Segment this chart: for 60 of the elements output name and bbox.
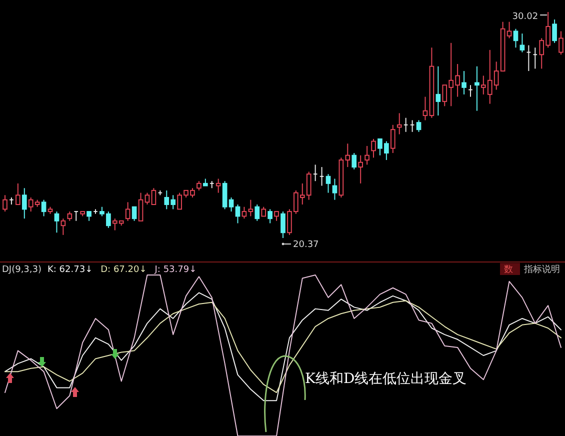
- candlestick: [326, 174, 331, 194]
- annotation: K: 62.73↓: [48, 265, 93, 275]
- candlestick: [216, 178, 221, 194]
- candlestick: [274, 211, 279, 222]
- candlestick: [22, 188, 27, 220]
- candlestick: [403, 117, 408, 132]
- candlestick: [506, 21, 512, 39]
- candlestick: [54, 211, 60, 234]
- candlestick: [60, 218, 66, 236]
- candlestick: [513, 28, 518, 48]
- annotation: D: 67.20↓: [100, 265, 147, 275]
- annotation: 指标说明: [523, 264, 560, 275]
- candlestick: [261, 206, 266, 217]
- annotation: 数: [504, 264, 513, 275]
- candlestick: [125, 202, 130, 222]
- candlestick: [16, 182, 20, 206]
- candlestick: [132, 206, 137, 222]
- candlestick: [86, 211, 92, 222]
- candlestick: [242, 206, 247, 220]
- candlestick: [422, 96, 428, 121]
- candlestick: [74, 211, 79, 222]
- candlestick: [462, 70, 466, 95]
- candlestick: [552, 18, 557, 44]
- candlestick: [268, 208, 272, 224]
- candlestick: [312, 164, 318, 182]
- annotation: 30.02: [512, 12, 538, 22]
- candlestick: [558, 30, 564, 56]
- candlestick: [364, 145, 370, 166]
- candlestick: [371, 138, 376, 158]
- candlestick: [474, 66, 480, 112]
- candlestick: [319, 166, 324, 186]
- candlestick: [390, 124, 396, 154]
- candlestick: [416, 120, 422, 132]
- candlestick: [468, 84, 473, 98]
- candlestick: [222, 180, 228, 210]
- candlestick: [526, 44, 532, 72]
- candlestick: [410, 120, 415, 132]
- candlestick: [436, 66, 441, 116]
- candlestick: [248, 199, 254, 217]
- candlestick: [352, 152, 357, 170]
- candlestick: [2, 194, 8, 212]
- candlestick: [358, 154, 363, 184]
- candlestick: [520, 33, 525, 53]
- candlestick: [67, 211, 72, 222]
- candlestick: [41, 199, 46, 217]
- chart-title: DJ(9,3,3): [2, 265, 42, 275]
- candlestick: [254, 204, 260, 222]
- candlestick: [235, 204, 240, 224]
- candlestick: [228, 196, 234, 212]
- candlestick: [151, 188, 156, 206]
- candlestick: [144, 192, 150, 206]
- candlestick: [138, 192, 144, 222]
- text: 20.37: [293, 240, 319, 250]
- candlestick: [396, 112, 402, 135]
- candlestick: [196, 180, 202, 191]
- candlestick: [280, 211, 286, 238]
- annotation: J: 53.79↓: [154, 265, 197, 275]
- candlestick: [332, 178, 338, 200]
- candlestick: [532, 47, 538, 70]
- annotation: K线和D线在低位出现金叉: [305, 371, 467, 387]
